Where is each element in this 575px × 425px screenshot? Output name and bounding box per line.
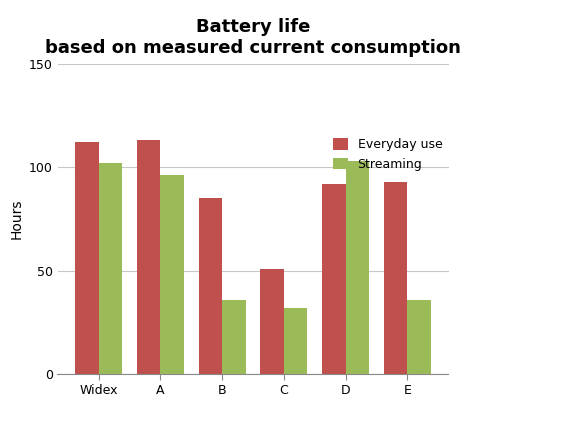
Bar	[160, 176, 184, 374]
Bar	[199, 198, 222, 374]
Bar	[222, 300, 246, 374]
Bar	[322, 184, 346, 374]
Y-axis label: Hours: Hours	[9, 198, 23, 239]
Bar	[75, 142, 99, 374]
Bar	[260, 269, 284, 374]
Bar	[407, 300, 431, 374]
Bar	[99, 163, 122, 374]
Bar	[346, 161, 369, 374]
Bar	[384, 181, 407, 374]
Bar	[284, 308, 307, 374]
Bar	[137, 140, 160, 374]
Legend: Everyday use, Streaming: Everyday use, Streaming	[332, 138, 442, 170]
Title: Battery life
based on measured current consumption: Battery life based on measured current c…	[45, 18, 461, 57]
